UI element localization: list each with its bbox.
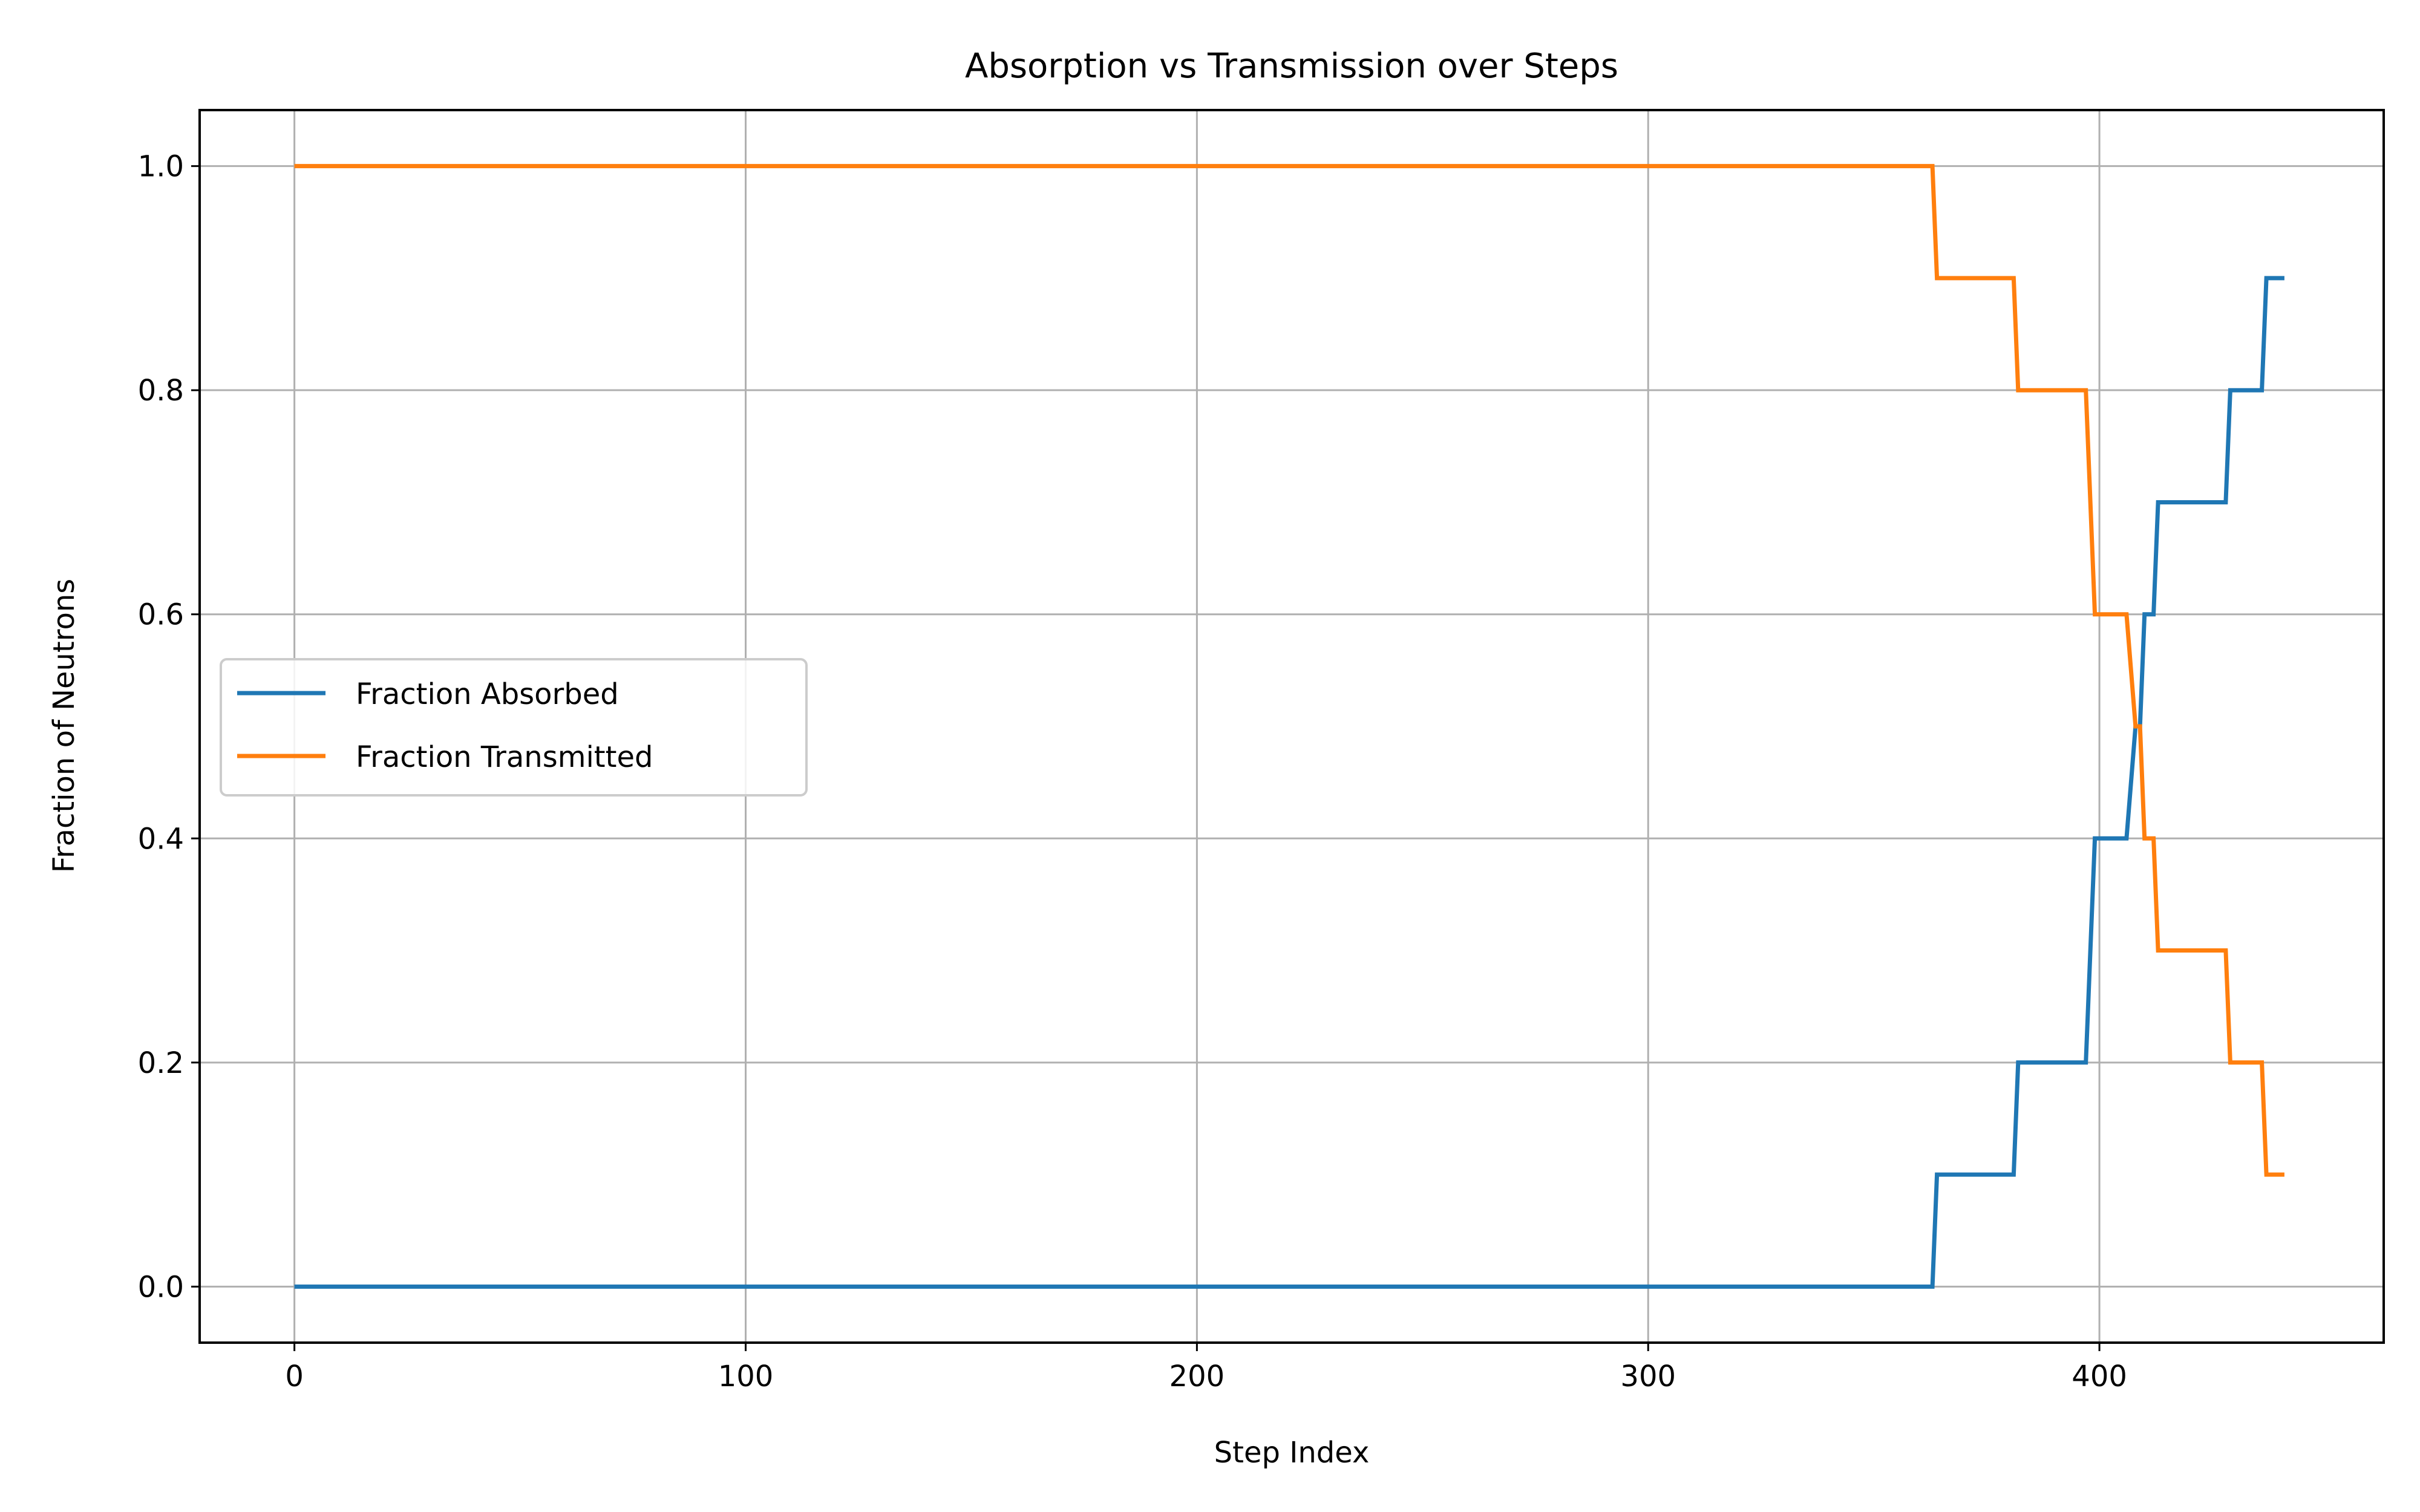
series-lines [294, 164, 2284, 1289]
chart-title: Absorption vs Transmission over Steps [965, 47, 1618, 86]
y-tick-label: 0.6 [138, 598, 184, 632]
y-tick-label: 0.2 [138, 1046, 184, 1080]
legend-box [220, 658, 808, 797]
x-tick-label: 100 [718, 1360, 774, 1393]
y-tick-label: 0.8 [138, 374, 184, 408]
ticks: 0 100 200 300 400 0.0 0.2 0.4 0.6 0.8 1.0 [138, 150, 2127, 1393]
y-tick-label: 0.0 [138, 1270, 184, 1304]
series-line-transmitted [294, 164, 2284, 1177]
legend-label-absorbed: Fraction Absorbed [356, 677, 619, 711]
x-axis-label: Step Index [1214, 1436, 1370, 1470]
plot-frame [198, 109, 2385, 1344]
x-tick-label: 400 [2072, 1360, 2127, 1393]
x-tick-label: 0 [285, 1360, 304, 1393]
x-tick-label: 300 [1620, 1360, 1676, 1393]
x-tick-label: 200 [1169, 1360, 1225, 1393]
y-axis-label: Fraction of Neutrons [47, 579, 81, 873]
legend-label-transmitted: Fraction Transmitted [356, 740, 653, 774]
y-tick-label: 0.4 [138, 822, 184, 856]
legend: Fraction Absorbed Fraction Transmitted [220, 658, 808, 797]
y-tick-label: 1.0 [138, 150, 184, 184]
